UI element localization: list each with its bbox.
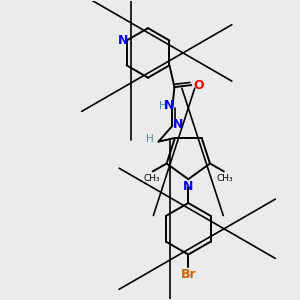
Text: Br: Br <box>181 268 196 281</box>
Text: N: N <box>173 118 184 131</box>
Text: O: O <box>193 79 203 92</box>
Text: N: N <box>183 180 194 193</box>
Text: H: H <box>146 134 154 144</box>
Text: H: H <box>159 101 167 111</box>
Text: N: N <box>164 99 175 112</box>
Text: CH₃: CH₃ <box>143 174 160 183</box>
Text: N: N <box>117 34 128 47</box>
Text: CH₃: CH₃ <box>217 174 233 183</box>
